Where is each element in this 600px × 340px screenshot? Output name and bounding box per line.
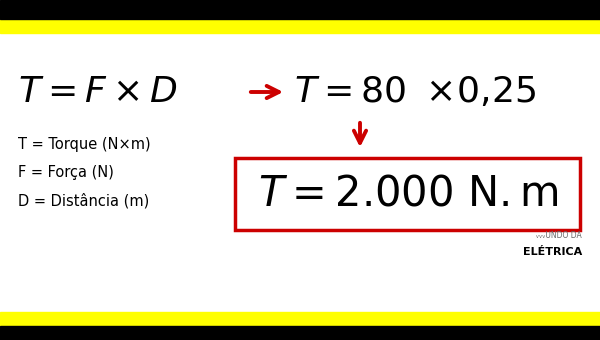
Bar: [0, 19, 600, 33]
Text: $\mathit{T} = 2.000\ \mathrm{N.m}$: $\mathit{T} = 2.000\ \mathrm{N.m}$: [257, 173, 559, 215]
Text: D = Distância (m): D = Distância (m): [18, 193, 149, 209]
Text: $\mathit{T} = \mathit{F} \times \mathit{D}$: $\mathit{T} = \mathit{F} \times \mathit{…: [18, 75, 178, 109]
Text: ᵥᵥᵥUNDO DA: ᵥᵥᵥUNDO DA: [536, 231, 582, 239]
Text: $\mathit{T} = 80\ \times\!0{,}25$: $\mathit{T} = 80\ \times\!0{,}25$: [294, 75, 536, 109]
Bar: [235, 158, 580, 230]
Text: T = Torque (N×m): T = Torque (N×m): [18, 137, 151, 153]
Bar: [0, 312, 600, 326]
Text: F = Força (N): F = Força (N): [18, 166, 114, 181]
Text: ELÉTRICA: ELÉTRICA: [523, 247, 582, 257]
Bar: [0, 0, 600, 19]
Bar: [0, 326, 600, 340]
